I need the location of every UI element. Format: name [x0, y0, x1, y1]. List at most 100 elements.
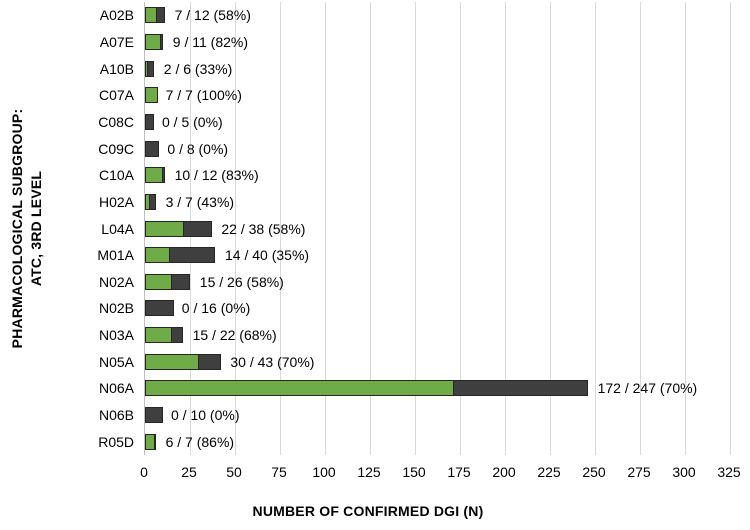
category-label: N02A — [98, 273, 134, 290]
value-label: 2 / 6 (33%) — [163, 60, 233, 77]
grid-line — [505, 2, 506, 455]
category-label: H02A — [98, 193, 134, 210]
category-label: N05A — [98, 353, 134, 370]
x-tick-label: 150 — [402, 464, 426, 480]
category-label: N03A — [98, 327, 134, 344]
bar-segment-confirmed — [145, 327, 172, 344]
bar-row — [145, 380, 589, 397]
bar-segment-not-confirmed — [145, 407, 163, 424]
bar-row — [145, 167, 166, 184]
bar-segment-confirmed — [145, 87, 158, 104]
category-label: A10B — [99, 60, 134, 77]
x-tick-label: 200 — [492, 464, 516, 480]
bar-row — [145, 273, 191, 290]
bar-segment-not-confirmed — [145, 113, 154, 130]
bar-segment-not-confirmed — [170, 327, 184, 344]
category-label: N06B — [98, 407, 134, 424]
category-label: A02B — [99, 7, 134, 24]
bar-segment-confirmed — [145, 220, 185, 237]
value-label: 0 / 16 (0%) — [181, 300, 251, 317]
bar-segment-not-confirmed — [453, 380, 589, 397]
x-tick-label: 225 — [537, 464, 561, 480]
grid-line — [370, 2, 371, 455]
category-label: C08C — [98, 113, 134, 130]
bar-row — [145, 60, 155, 77]
grid-line — [730, 2, 731, 455]
bar-segment-confirmed — [145, 247, 171, 264]
bar-segment-confirmed — [145, 380, 455, 397]
grid-line — [685, 2, 686, 455]
category-label: C07A — [98, 87, 134, 104]
x-tick-label: 275 — [627, 464, 651, 480]
bar-segment-not-confirmed — [170, 273, 191, 290]
x-tick-label: 50 — [226, 464, 242, 480]
bar-segment-not-confirmed — [168, 247, 216, 264]
x-tick-label: 300 — [672, 464, 696, 480]
bar-row — [145, 327, 184, 344]
grid-line — [415, 2, 416, 455]
grid-line — [550, 2, 551, 455]
x-tick-label: 125 — [357, 464, 381, 480]
category-label: A07E — [99, 33, 134, 50]
category-label: N02B — [98, 300, 134, 317]
x-tick-label: 100 — [312, 464, 336, 480]
bar-segment-confirmed — [145, 273, 172, 290]
x-tick-label: 75 — [271, 464, 287, 480]
x-axis-tick-labels: 0 25 50 75 100 125 150 175 200 225 250 275 300 325 — [140, 464, 741, 484]
bar-segment-not-confirmed — [148, 193, 157, 210]
bar-segment-confirmed — [145, 167, 163, 184]
value-label: 172 / 247 (70%) — [597, 380, 698, 397]
bar-row — [145, 140, 160, 157]
bar-row — [145, 433, 157, 450]
category-axis-labels: A02B A07E A10B C07A C08C C09C C10A H02A L04A M01A… — [0, 2, 134, 455]
grid-line — [460, 2, 461, 455]
bar-segment-not-confirmed — [197, 353, 221, 370]
grid-line — [640, 2, 641, 455]
category-label: M01A — [97, 247, 134, 264]
bar-segment-not-confirmed — [145, 300, 174, 317]
x-axis-title: NUMBER OF CONFIRMED DGI (N) — [252, 503, 484, 519]
value-label: 0 / 10 (0%) — [171, 407, 240, 424]
category-label: C10A — [98, 167, 134, 184]
value-label: 7 / 12 (58%) — [174, 7, 251, 24]
value-label: 10 / 12 (83%) — [174, 167, 259, 184]
grid-line — [235, 2, 236, 455]
x-tick-label: 175 — [447, 464, 471, 480]
grid-line — [325, 2, 326, 455]
bar-segment-not-confirmed — [145, 140, 160, 157]
plot-area: 7 / 12 (58%) 9 / 11 (82%) 2 / 6 (33%) 7 / 7… — [144, 2, 731, 455]
bar-row — [145, 193, 157, 210]
x-tick-label: 0 — [140, 464, 148, 480]
value-label: 0 / 5 (0%) — [162, 113, 223, 130]
bar-row — [145, 300, 174, 317]
value-label: 14 / 40 (35%) — [225, 247, 310, 264]
bar-segment-not-confirmed — [147, 60, 155, 77]
x-tick-label: 325 — [717, 464, 741, 480]
value-label: 3 / 7 (43%) — [165, 193, 235, 210]
bar-row — [145, 407, 163, 424]
bar-row — [145, 33, 164, 50]
value-label: 0 / 8 (0%) — [167, 140, 229, 157]
value-label: 30 / 43 (70%) — [230, 353, 315, 370]
bar-segment-not-confirmed — [154, 433, 157, 450]
x-tick-label: 250 — [582, 464, 606, 480]
value-label: 15 / 22 (68%) — [192, 327, 277, 344]
bar-segment-not-confirmed — [159, 33, 164, 50]
bar-row — [145, 247, 216, 264]
value-label: 7 / 7 (100%) — [165, 87, 242, 104]
category-label: C09C — [98, 140, 134, 157]
value-label: 9 / 11 (82%) — [172, 33, 249, 50]
bar-segment-not-confirmed — [161, 167, 166, 184]
value-label: 6 / 7 (86%) — [165, 433, 235, 450]
bar-row — [145, 87, 158, 104]
category-label: N06A — [98, 380, 134, 397]
value-label: 22 / 38 (58%) — [221, 220, 306, 237]
x-tick-label: 25 — [181, 464, 197, 480]
bar-row — [145, 113, 154, 130]
bar-row — [145, 7, 166, 24]
bar-row — [145, 220, 212, 237]
bar-segment-confirmed — [145, 353, 199, 370]
bar-segment-not-confirmed — [156, 7, 166, 24]
grid-line — [280, 2, 281, 455]
